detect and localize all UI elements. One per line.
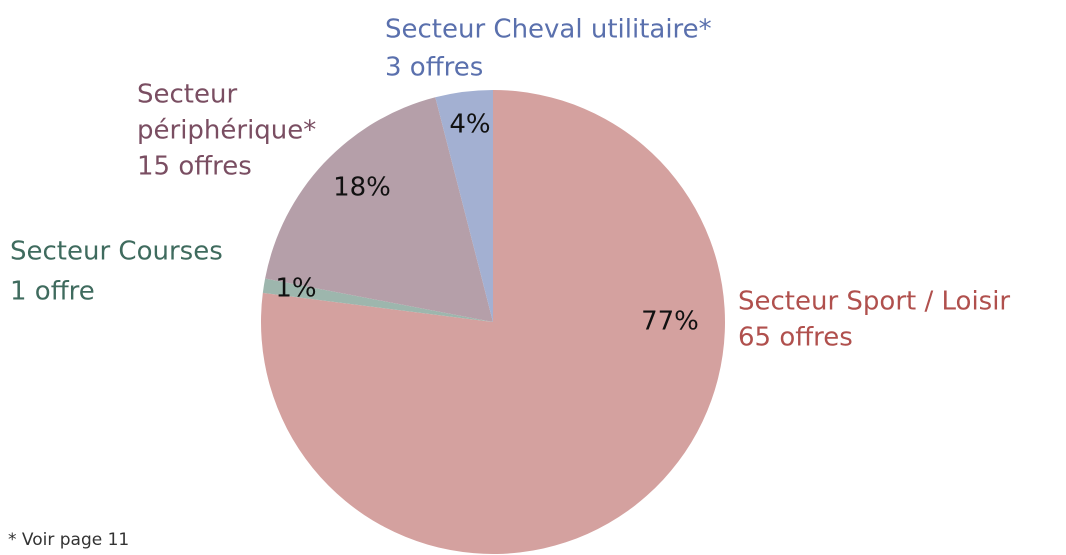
category-label: Secteur Courses (10, 237, 223, 267)
data-label: 18% (333, 173, 391, 203)
category-label: Secteur (137, 80, 237, 110)
pie-slice (265, 97, 493, 323)
category-sublabel: 1 offre (10, 277, 95, 307)
category-sublabel: 3 offres (385, 53, 483, 83)
pie-slice (435, 90, 493, 322)
pie-slice (262, 278, 493, 322)
category-label: Secteur Cheval utilitaire* (385, 15, 712, 45)
data-label: 1% (275, 274, 316, 304)
footnote: * Voir page 11 (8, 530, 129, 550)
data-label: 77% (641, 307, 699, 337)
category-label: Secteur Sport / Loisir (738, 287, 1010, 317)
category-sublabel: 15 offres (137, 152, 252, 182)
data-label: 4% (449, 110, 490, 140)
category-sublabel: 65 offres (738, 323, 853, 353)
pie-slice (261, 90, 726, 554)
category-label: périphérique* (137, 116, 316, 146)
